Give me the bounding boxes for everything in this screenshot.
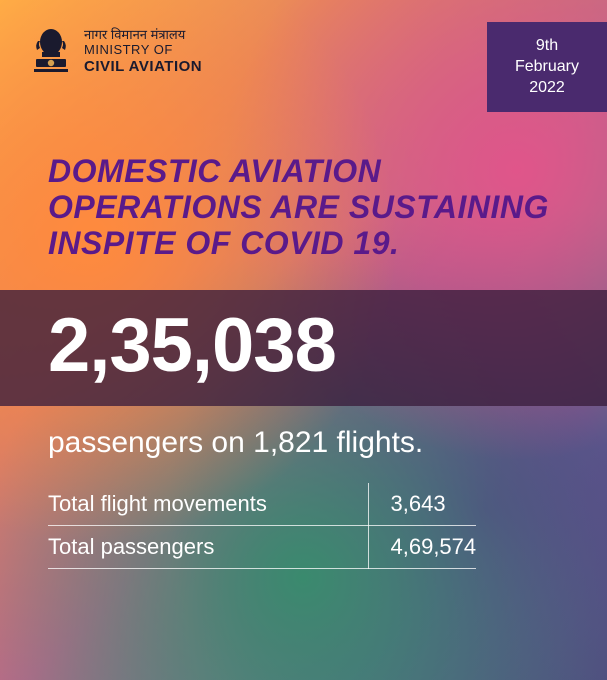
main-stat-subtext: passengers on 1,821 flights. [48,424,559,462]
date-year: 2022 [509,78,585,99]
table-row: Total passengers 4,69,574 [48,526,476,569]
main-stat-band: 2,35,038 [0,290,607,406]
ministry-hindi: नागर विमानन मंत्रालय [84,28,202,43]
stat-value: 3,643 [368,483,476,526]
table-row: Total flight movements 3,643 [48,483,476,526]
main-stat-number: 2,35,038 [48,308,559,384]
headline-text: DOMESTIC AVIATION OPERATIONS ARE SUSTAIN… [48,154,559,261]
content-container: नागर विमानन मंत्रालय MINISTRY OF CIVIL A… [0,0,607,680]
ministry-logo-block: नागर विमानन मंत्रालय MINISTRY OF CIVIL A… [28,22,202,82]
header: नागर विमानन मंत्रालय MINISTRY OF CIVIL A… [0,0,607,112]
ministry-line2: CIVIL AVIATION [84,58,202,75]
ministry-text: नागर विमानन मंत्रालय MINISTRY OF CIVIL A… [84,28,202,75]
date-day: 9th [509,36,585,57]
date-month: February [509,57,585,78]
stat-label: Total flight movements [48,483,368,526]
stat-value: 4,69,574 [368,526,476,569]
india-emblem-icon [28,22,74,82]
ministry-line1: MINISTRY OF [84,43,202,58]
stats-table: Total flight movements 3,643 Total passe… [48,483,476,569]
date-badge: 9th February 2022 [487,22,607,112]
stat-label: Total passengers [48,526,368,569]
